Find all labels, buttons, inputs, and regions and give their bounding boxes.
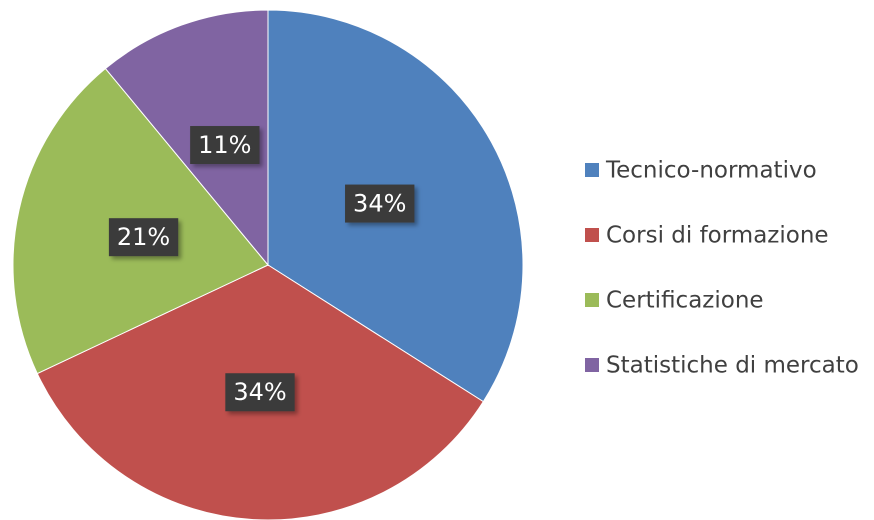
legend-text: Corsi di formazione [606, 223, 829, 249]
legend-swatch [585, 293, 599, 307]
value-label-box [225, 373, 295, 412]
legend-text: Tecnico-normativo [605, 158, 817, 184]
value-label-box [345, 184, 415, 223]
value-label-group: 11% [190, 126, 260, 165]
value-label: 21% [117, 223, 170, 251]
value-label: 34% [233, 378, 286, 406]
value-label-group: 34% [225, 373, 295, 412]
legend-swatch [585, 163, 599, 177]
legend-swatch [585, 228, 599, 242]
legend-swatch [585, 358, 599, 372]
legend-text: Statistiche di mercato [606, 353, 859, 379]
legend-text: Certificazione [606, 288, 764, 314]
value-label: 11% [198, 131, 251, 159]
value-label-box [108, 218, 179, 257]
value-label-group: 21% [108, 218, 179, 257]
value-label-group: 34% [345, 184, 415, 223]
pie-slice [104, 9, 269, 267]
value-label: 34% [353, 190, 406, 218]
value-label-box [190, 126, 260, 165]
